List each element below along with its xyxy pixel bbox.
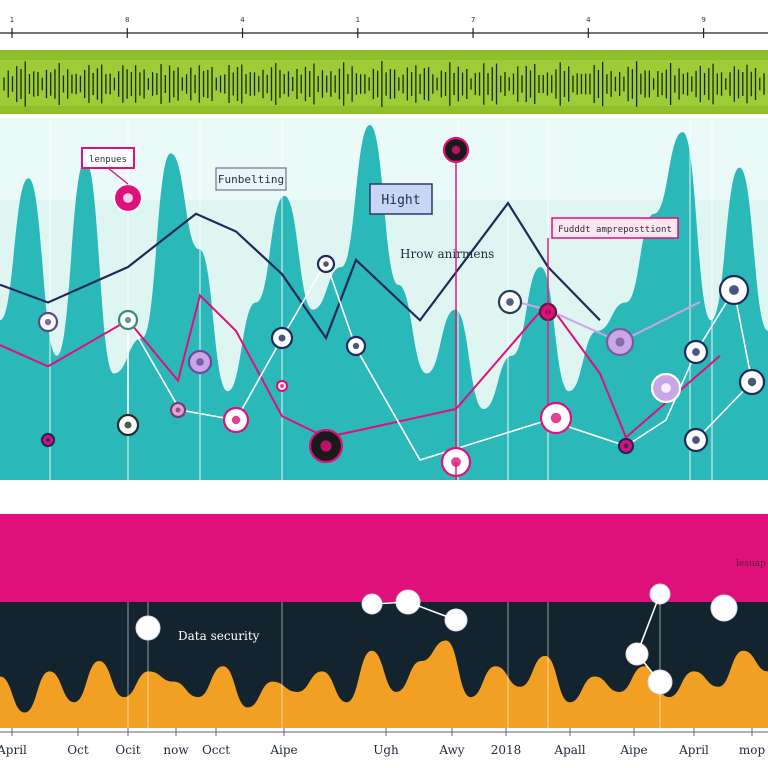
lower-marker-0 [135,615,161,641]
marker-core-21 [692,348,700,356]
top-axis-band [0,0,768,46]
marker-core-5 [196,358,204,366]
marker-core-8 [278,334,286,342]
callout-lenpues: lenpues [81,147,135,169]
lavender-connector-line [509,299,701,344]
marker-core-6 [175,407,181,413]
marker-core-12 [320,440,332,452]
marker-core-24 [747,377,757,387]
x-label-11: April [678,743,709,757]
top-tick-label-2: 4 [240,16,245,24]
callout-hight-text: Hight [381,193,420,208]
lower-markers [135,583,738,695]
x-label-3: now [163,743,189,757]
x-label-2: Ocit [115,743,140,757]
marker-core-22 [692,436,700,444]
magenta-band [0,514,768,604]
x-axis-labels: April Oct Ocit now Occt Aipe Ugh Awy 2018 Apall Ai… [0,728,765,757]
x-label-8: 2018 [491,743,522,757]
marker-core-9 [280,384,284,388]
marker-core-3 [124,421,132,429]
marker-core-10 [323,261,329,267]
top-tick-label-4: 7 [471,16,475,24]
marker-core-18 [615,337,625,347]
marker-core-23 [729,285,739,295]
waveform-signal [3,61,765,107]
marker-core-17 [550,412,562,424]
top-tick-label-3: 1 [356,16,360,24]
top-tick-label-1: 8 [125,16,129,24]
waveform-band-inner [0,60,768,106]
navy-series-line [0,201,601,341]
marker-core-13 [451,145,461,155]
top-tick-label-5: 4 [586,16,591,24]
top-tick-label-0: 1 [10,16,14,24]
callout-hight: Hight [369,183,433,215]
top-axis-ticks: 1 8 4 1 7 4 9 [10,16,706,38]
marker-core-19 [623,443,629,449]
callout-stem-0 [107,167,129,185]
x-label-1: Oct [67,743,89,757]
callout-funbelting-text: Funbelting [218,173,284,186]
x-label-6: Ugh [373,743,399,757]
separator-band [0,480,768,514]
marker-core-7 [231,415,241,425]
callout-fudddt-text: Fudddt ampreposttiont [558,225,672,235]
x-label-5: Aipe [269,743,297,757]
callout-lenpues-text: lenpues [89,155,127,165]
marker-core-2 [124,316,132,324]
marker-core-20 [661,383,671,393]
x-label-4: Occt [202,743,230,757]
x-label-7: Awy [438,743,464,757]
callout-hrow-text: Hrow anirmens [400,247,494,261]
callout-funbelting: Funbelting [215,167,287,191]
x-label-9: Apall [553,743,585,757]
lower-vertical-guides [127,602,661,732]
lower-connector-b [636,593,661,683]
marker-core-0 [123,193,133,203]
marker-core-1 [44,318,52,326]
lower-marker-7 [710,594,738,622]
top-tick-label-6: 9 [701,16,705,24]
callout-data-security-text: Data security [178,629,260,643]
x-label-10: Aipe [619,743,647,757]
x-label-12: mop [739,743,766,757]
teal-area [0,125,768,480]
x-label-0: April [0,743,27,757]
callout-fudddt: Fudddt ampreposttiont [551,217,679,239]
marker-core-11 [352,342,360,350]
marker-core-4 [45,437,51,443]
white-connector-line [127,260,753,461]
orange-area [0,640,768,728]
lower-connector-a [371,601,457,621]
marker-core-15 [506,298,514,306]
callout-lesuap-text: lesuap [736,559,766,569]
